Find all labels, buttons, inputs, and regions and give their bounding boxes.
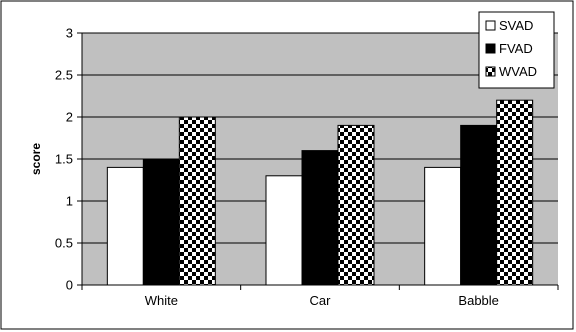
x-tick-labels: White Car Babble [81,285,559,308]
legend-label-wvad: WVAD [499,64,537,79]
x-tick-label: Car [310,293,332,308]
legend-swatch-fvad [485,43,496,54]
bar-svad-babble [424,166,462,286]
bar-svad-car [265,175,303,286]
y-axis-title: score [29,143,43,175]
y-tick-label: 2.5 [55,68,73,83]
bar-svad-white [106,166,144,286]
bar-wvad-car [337,124,375,286]
y-tick-label: 0.5 [55,236,73,251]
y-tick-label: 1 [66,194,73,209]
legend-swatch-wvad [485,66,496,77]
legend-label-svad: SVAD [499,18,533,33]
y-tick-label: 0 [66,278,73,293]
legend-swatch-svad [485,20,496,31]
y-tick-label: 3 [66,26,73,41]
y-tick-label: 2 [66,110,73,125]
y-tick-labels: 0 0.5 1 1.5 2 2.5 3 [55,26,82,293]
legend: SVAD FVAD WVAD [478,11,555,89]
y-tick-label: 1.5 [55,152,73,167]
bar-fvad-car [301,150,339,286]
bar-wvad-babble [496,99,534,286]
bar-fvad-babble [460,124,498,286]
bar-fvad-white [142,158,180,286]
bar-wvad-white [178,116,216,286]
x-tick-label: Babble [458,293,498,308]
x-tick-label: White [145,293,178,308]
bars [106,99,534,286]
legend-label-fvad: FVAD [499,41,533,56]
